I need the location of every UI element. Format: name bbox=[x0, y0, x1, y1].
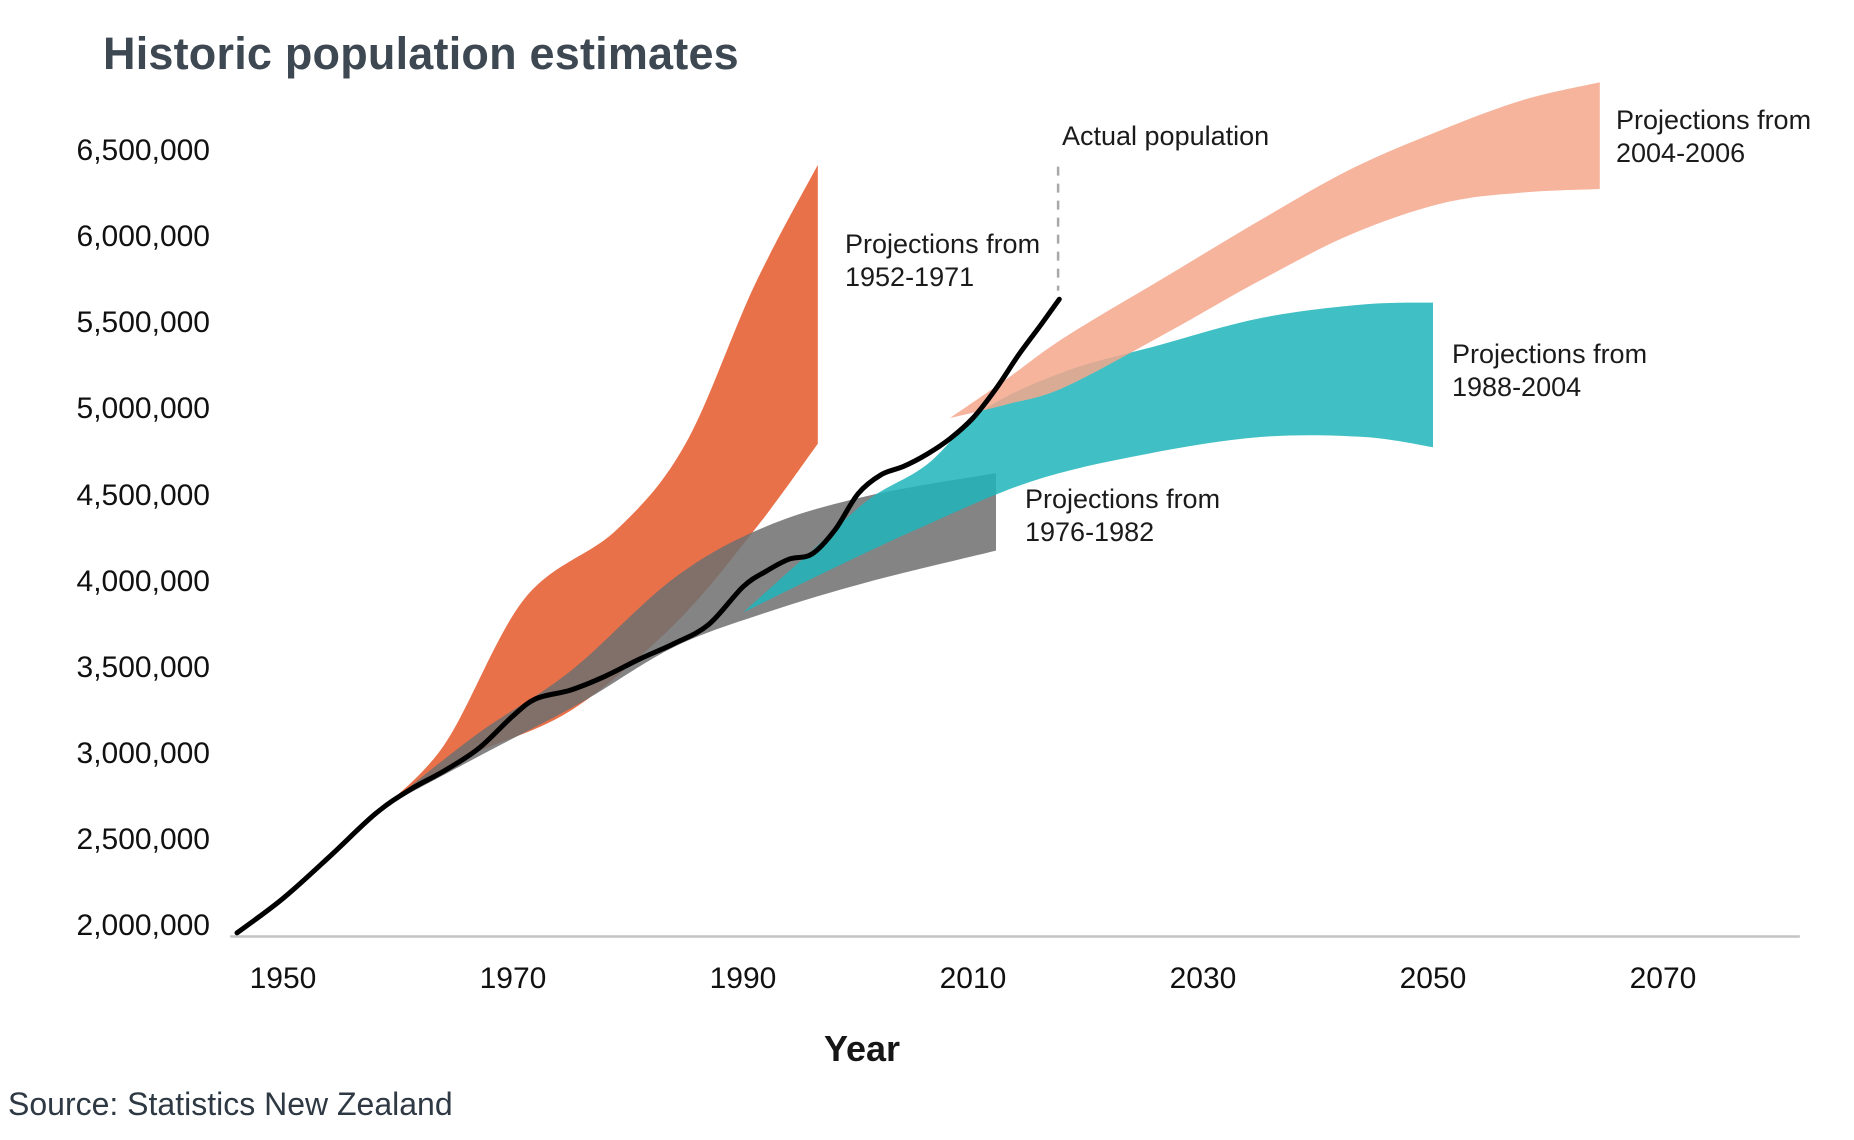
y-tick-label: 2,500,000 bbox=[76, 822, 210, 856]
band-projections-from-1988-2004 bbox=[743, 302, 1433, 613]
x-tick-label: 2050 bbox=[1399, 962, 1467, 995]
annotation-line: Projections from bbox=[1452, 339, 1648, 369]
y-tick-label: 3,500,000 bbox=[76, 650, 210, 684]
y-tick-label: 3,000,000 bbox=[76, 736, 210, 770]
x-tick-label: 2070 bbox=[1629, 962, 1697, 995]
chart-title: Historic population estimates bbox=[103, 28, 739, 79]
x-tick-label: 1970 bbox=[479, 962, 547, 995]
annotation-projections-1988-2004: Projections from 1988-2004 bbox=[1452, 338, 1647, 404]
annotation-line: Projections from bbox=[1616, 105, 1812, 135]
annotation-line: 2004-2006 bbox=[1616, 138, 1746, 168]
annotation-actual-population: Actual population bbox=[1062, 120, 1269, 153]
x-tick-label: 2030 bbox=[1169, 962, 1237, 995]
x-tick-label: 2010 bbox=[939, 962, 1007, 995]
y-tick-label: 5,500,000 bbox=[76, 306, 210, 340]
source-note: Source: Statistics New Zealand bbox=[8, 1086, 453, 1122]
annotation-line: Projections from bbox=[845, 229, 1041, 259]
x-tick-label: 1990 bbox=[709, 962, 777, 995]
annotation-projections-1952-1971: Projections from 1952-1971 bbox=[845, 228, 1040, 294]
y-tick-label: 4,000,000 bbox=[76, 564, 210, 598]
y-tick-label: 5,000,000 bbox=[76, 392, 210, 426]
annotation-projections-2004-2006: Projections from 2004-2006 bbox=[1616, 104, 1811, 170]
annotation-line: 1952-1971 bbox=[845, 262, 975, 292]
annotation-projections-1976-1982: Projections from 1976-1982 bbox=[1025, 483, 1220, 549]
y-tick-label: 2,000,000 bbox=[76, 909, 210, 942]
band-projections-from-1952-1971 bbox=[375, 164, 818, 815]
x-tick-label: 1950 bbox=[249, 962, 317, 995]
annotation-line: Actual population bbox=[1062, 121, 1270, 151]
actual-population-line bbox=[234, 296, 1062, 936]
band-projections-from-2004-2006 bbox=[950, 82, 1600, 418]
x-axis-title: Year bbox=[823, 1028, 901, 1069]
annotation-line: Projections from bbox=[1025, 484, 1221, 514]
y-tick-label: 6,500,000 bbox=[76, 134, 210, 168]
y-tick-label: 6,000,000 bbox=[76, 220, 210, 254]
annotation-line: 1988-2004 bbox=[1452, 372, 1582, 402]
annotation-line: 1976-1982 bbox=[1025, 517, 1155, 547]
y-tick-label: 4,500,000 bbox=[76, 478, 210, 512]
